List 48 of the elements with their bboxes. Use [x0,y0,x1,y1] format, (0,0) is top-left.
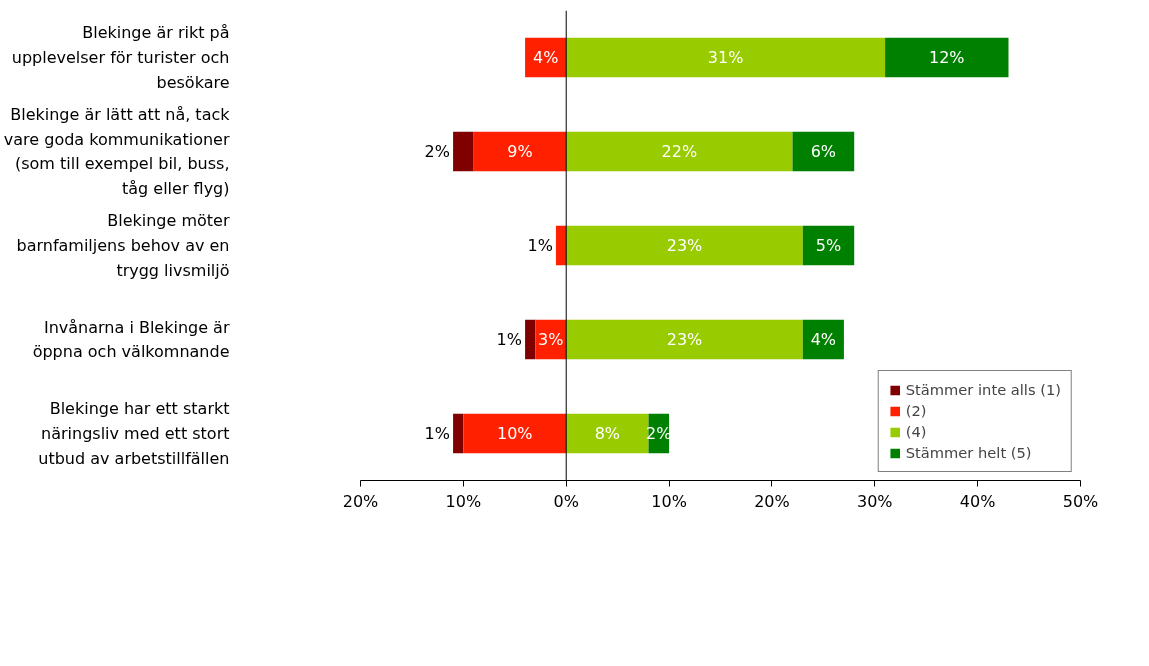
data-label: 10% [497,424,533,443]
legend-label: Stämmer helt (5) [905,444,1032,461]
bar [885,37,1009,78]
bar [566,319,803,360]
data-label: 31% [707,48,744,67]
bar [453,131,474,172]
y-tick-label: Blekinge har ett starkt näringsliv med ett stort utbud av arbetstillfällen [38,399,230,468]
bar [566,413,649,454]
legend-label: Stämmer inte alls (1) [905,381,1061,398]
bar [453,413,464,454]
data-label: 9% [507,142,533,161]
data-label: 23% [666,330,703,349]
bar [463,413,567,454]
data-label: 5% [815,236,842,255]
x-tick-label: 20% [342,491,379,511]
bar [525,319,536,360]
x-tick-label: 30% [857,491,893,511]
data-label: 4% [532,48,559,67]
data-label: 1% [424,424,450,443]
data-label: 8% [594,424,621,443]
y-tick-label: Blekinge är rikt på upplevelser för turister och besökare [11,23,230,92]
data-label: 6% [810,142,837,161]
x-tick-label: 10% [651,491,687,511]
legend-label: (2) [905,402,927,419]
data-label: 1% [496,330,522,349]
data-label: 1% [527,236,553,255]
bar [566,37,886,78]
bar [473,131,567,172]
legend-label: (4) [905,423,927,440]
y-tick-label: Blekinge möter barnfamiljens behov av en trygg livsmiljö [16,211,230,280]
y-tick-label: Blekinge är lätt att nå, tack vare goda kommunikationer (som till exempel bil, buss, tåg eller flyg) [3,104,231,199]
x-tick-label: 40% [959,491,996,511]
x-tick-label: 50% [1062,491,1099,511]
data-label: 4% [810,330,837,349]
x-tick-label: 0% [553,491,579,511]
bar [792,131,855,172]
data-label: 23% [666,236,703,255]
data-label: 3% [538,330,564,349]
x-tick-label: 20% [754,491,790,511]
data-label: 22% [661,142,698,161]
bar [802,225,855,266]
x-tick-label: 10% [445,491,482,511]
bar [566,131,793,172]
data-label: 12% [929,48,965,67]
data-label: 2% [424,142,450,161]
bar [555,225,567,266]
y-tick-label: Invånarna i Blekinge är öppna och välkomnande [32,317,230,362]
bar [566,225,803,266]
